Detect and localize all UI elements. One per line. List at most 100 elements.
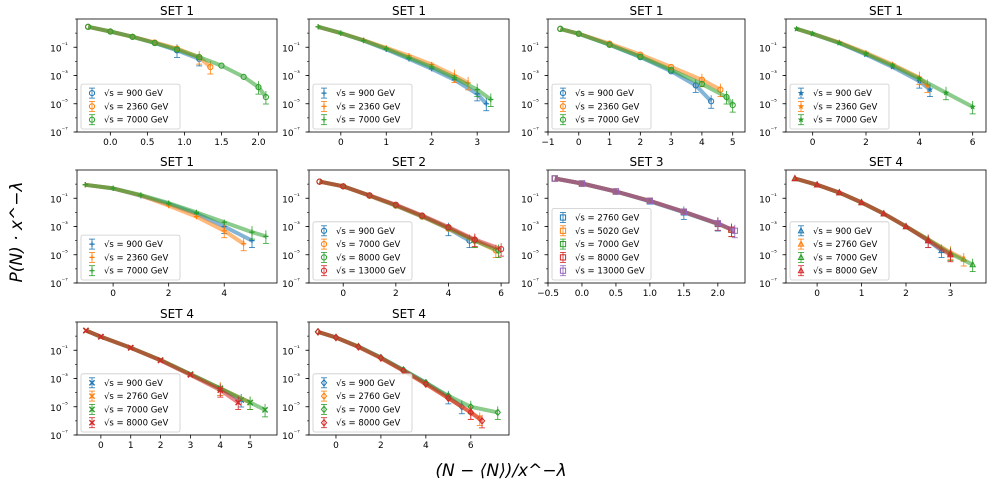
y-tick-label: 10⁻³ (759, 70, 777, 83)
data-point (247, 399, 254, 406)
data-point (263, 233, 269, 239)
data-point (255, 84, 262, 91)
series-band (319, 179, 502, 251)
figure-x-label: (N − ⟨N⟩)/x^−λ (435, 461, 566, 481)
y-tick-label: 10⁻¹ (282, 41, 300, 54)
legend-marker (320, 267, 328, 274)
series-band (85, 182, 267, 239)
data-point (360, 37, 367, 44)
chart-title: SET 1 (869, 4, 903, 18)
data-point (858, 198, 865, 206)
data-point (445, 224, 452, 231)
legend-label: √s = 7000 GeV (813, 253, 878, 263)
data-point (392, 201, 399, 208)
legend-label: √s = 8000 GeV (813, 267, 878, 277)
x-tick-label: 3 (474, 138, 480, 148)
y-tick-label: 10⁻¹ (50, 344, 68, 357)
legend-label: √s = 7000 GeV (813, 116, 878, 126)
legend-box (80, 373, 181, 433)
legend-label: √s = 2360 GeV (575, 102, 640, 112)
data-point (129, 33, 136, 40)
series-band (87, 24, 212, 69)
chart-panel-9: SET 40 1 2 3 4 510⁻¹10⁻³10⁻⁵10⁻⁷√s = 900 GeV√… (50, 307, 278, 451)
x-tick-label: 2 (863, 138, 869, 148)
data-point (422, 380, 430, 389)
legend: √s = 900 GeV √s = 7000 GeV √s = 8000 GeV √s… (312, 221, 413, 281)
x-tick-label: 5 (730, 138, 736, 148)
data-point (942, 89, 950, 96)
plot-area (82, 182, 269, 252)
y-tick-label: 10⁻⁷ (50, 429, 68, 442)
data-point (498, 246, 505, 253)
legend: √s = 900 GeV √s = 2760 GeV √s = 7000 GeV √s… (312, 373, 413, 433)
x-tick-label: 0.5 (609, 289, 623, 299)
series-5 (551, 175, 738, 239)
series-3 (85, 23, 269, 105)
series-band (87, 24, 268, 99)
legend-label: √s = 7000 GeV (336, 405, 401, 415)
legend-marker (559, 227, 567, 234)
data-point (187, 371, 194, 378)
data-point (419, 212, 426, 219)
x-tick-label: 5 (247, 441, 253, 451)
legend-label: √s = 900 GeV (104, 89, 163, 99)
data-point (731, 227, 738, 234)
y-tick-label: 10⁻⁷ (282, 277, 300, 290)
x-tick-label: 1.0 (643, 289, 658, 299)
legend-marker (321, 90, 327, 96)
x-tick-label: 2 (637, 138, 643, 148)
legend-marker (797, 89, 805, 97)
legend-marker (320, 241, 328, 248)
legend-box (312, 221, 413, 281)
y-tick-label: 10⁻³ (50, 373, 68, 386)
chart-panel-10: SET 40 2 4 610⁻¹10⁻³10⁻⁵10⁻⁷√s = 900 GeV√s … (282, 307, 510, 451)
series-3 (557, 25, 736, 113)
legend-marker (559, 90, 567, 97)
data-point (85, 23, 92, 30)
y-tick-label: 10⁻³ (282, 373, 300, 386)
legend-marker (320, 418, 328, 427)
legend-label: √s = 7000 GeV (336, 116, 401, 126)
data-point (880, 209, 888, 217)
data-point (668, 66, 675, 73)
legend: √s = 900 GeV √s = 2360 GeV √s = 7000 GeV (789, 83, 890, 130)
legend-marker (797, 226, 805, 234)
series-4 (314, 327, 486, 429)
data-point (451, 75, 458, 81)
plot-area (316, 178, 505, 258)
legend-marker (88, 393, 96, 400)
legend-label: √s = 2360 GeV (104, 253, 169, 263)
plot-area (791, 174, 977, 273)
x-tick-label: 6 (970, 138, 976, 148)
data-point (338, 30, 344, 36)
data-point (708, 98, 715, 105)
data-point (262, 93, 269, 101)
data-point (82, 327, 90, 334)
y-tick-label: 10⁻¹ (50, 41, 68, 54)
data-point (557, 25, 564, 32)
x-tick-label: 4 (446, 289, 452, 299)
legend-box (312, 83, 413, 130)
legend-label: √s = 900 GeV (104, 240, 163, 250)
y-tick-label: 10⁻⁵ (50, 98, 68, 111)
legend-label: √s = 2760 GeV (336, 392, 401, 402)
x-tick-label: 1 (128, 441, 134, 451)
legend-label: √s = 900 GeV (575, 89, 634, 99)
y-tick-label: 10⁻⁷ (759, 126, 777, 139)
x-tick-label: 2 (378, 441, 384, 451)
y-tick-label: 10⁻³ (282, 70, 300, 83)
legend-label: √s = 8000 GeV (104, 419, 169, 429)
chart-title: SET 1 (392, 4, 426, 18)
series-band (317, 329, 484, 423)
chart-panel-4: SET 10 2 4 610⁻¹10⁻³10⁻⁵10⁻⁷√s = 900 GeV√s … (759, 4, 987, 148)
data-point (680, 208, 687, 215)
legend-marker (559, 241, 567, 248)
series-band (796, 26, 932, 92)
y-tick-label: 10⁻⁷ (50, 126, 68, 139)
legend-label: √s = 2760 GeV (813, 240, 878, 250)
chart-panel-2: SET 10 1 2 310⁻¹10⁻³10⁻⁵10⁻⁷√s = 900 GeV√s … (282, 4, 510, 148)
y-tick-label: 10⁻⁵ (282, 401, 300, 414)
legend-label: √s = 7000 GeV (575, 116, 640, 126)
chart-title: SET 4 (160, 307, 194, 321)
x-tick-label: 2 (393, 289, 399, 299)
